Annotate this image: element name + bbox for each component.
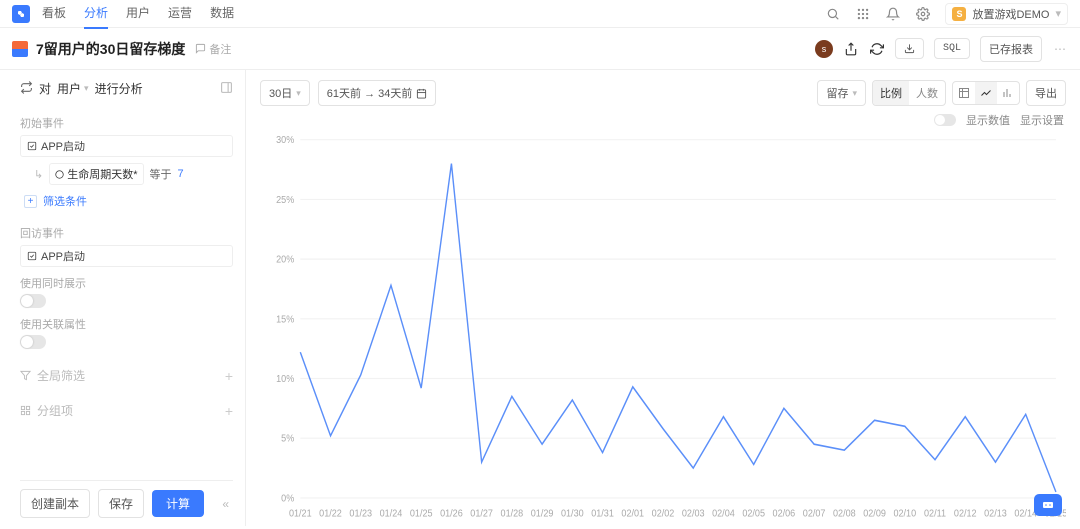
show-values-label: 显示数值 bbox=[966, 112, 1010, 128]
svg-text:01/29: 01/29 bbox=[531, 508, 554, 520]
svg-text:01/23: 01/23 bbox=[349, 508, 372, 520]
user-dropdown[interactable]: 用户▾ bbox=[57, 80, 89, 97]
svg-text:15%: 15% bbox=[276, 314, 294, 326]
svg-text:02/10: 02/10 bbox=[893, 508, 916, 520]
collapse-sidebar-icon[interactable]: « bbox=[218, 497, 233, 511]
ratio-count-segment[interactable]: 比例 人数 bbox=[872, 80, 946, 106]
saved-report-button[interactable]: 已存报表 bbox=[980, 36, 1042, 62]
chevron-down-icon: ▾ bbox=[1055, 7, 1061, 20]
svg-text:02/07: 02/07 bbox=[803, 508, 826, 520]
svg-text:02/02: 02/02 bbox=[652, 508, 675, 520]
owner-avatar[interactable]: s bbox=[815, 40, 833, 58]
svg-text:01/21: 01/21 bbox=[289, 508, 312, 520]
show-values-toggle[interactable] bbox=[934, 114, 956, 126]
svg-text:10%: 10% bbox=[276, 373, 294, 385]
save-button[interactable]: 保存 bbox=[98, 489, 144, 518]
add-filter-button[interactable]: + 筛选条件 bbox=[24, 193, 233, 209]
svg-text:02/12: 02/12 bbox=[954, 508, 977, 520]
create-copy-button[interactable]: 创建副本 bbox=[20, 489, 90, 518]
swap-icon[interactable] bbox=[20, 81, 33, 97]
calculate-button[interactable]: 计算 bbox=[152, 490, 204, 517]
svg-text:01/27: 01/27 bbox=[470, 508, 493, 520]
nav-tab-1[interactable]: 分析 bbox=[84, 0, 108, 29]
condition-field[interactable]: 生命周期天数* bbox=[49, 163, 143, 185]
analyze-prefix: 对 bbox=[39, 80, 51, 97]
app-logo[interactable] bbox=[12, 5, 30, 23]
download-button[interactable] bbox=[895, 38, 924, 59]
export-button[interactable]: 导出 bbox=[1026, 80, 1066, 106]
svg-text:01/28: 01/28 bbox=[501, 508, 524, 520]
svg-text:02/11: 02/11 bbox=[924, 508, 946, 520]
apps-icon[interactable] bbox=[855, 6, 871, 22]
initial-event-label: 初始事件 bbox=[20, 115, 233, 131]
share-icon[interactable] bbox=[843, 41, 859, 57]
svg-text:02/06: 02/06 bbox=[773, 508, 796, 520]
toggle1-label: 使用同时展示 bbox=[20, 275, 233, 291]
date-range-picker[interactable]: 61天前 → 34天前 bbox=[318, 80, 437, 106]
project-name: 放置游戏DEMO bbox=[972, 6, 1049, 22]
chart-table-icon[interactable] bbox=[953, 82, 975, 104]
period-dropdown[interactable]: 30日 ▾ bbox=[260, 80, 310, 106]
svg-text:02/01: 02/01 bbox=[621, 508, 644, 520]
svg-text:01/26: 01/26 bbox=[440, 508, 463, 520]
initial-event-pill[interactable]: APP启动 bbox=[20, 135, 233, 157]
add-global-filter-icon[interactable]: + bbox=[225, 368, 233, 384]
svg-text:01/22: 01/22 bbox=[319, 508, 342, 520]
condition-op[interactable]: 等于 bbox=[150, 166, 172, 182]
nav-tab-4[interactable]: 数据 bbox=[210, 0, 234, 29]
nav-tab-3[interactable]: 运营 bbox=[168, 0, 192, 29]
svg-text:02/04: 02/04 bbox=[712, 508, 735, 520]
nav-tab-0[interactable]: 看板 bbox=[42, 0, 66, 29]
svg-text:02/09: 02/09 bbox=[863, 508, 886, 520]
nav-tab-2[interactable]: 用户 bbox=[126, 0, 150, 29]
bell-icon[interactable] bbox=[885, 6, 901, 22]
svg-text:01/24: 01/24 bbox=[380, 508, 403, 520]
svg-text:02/03: 02/03 bbox=[682, 508, 705, 520]
retention-line-chart: 0% 5% 10% 15% 20% 25% 30% 01/21 01/22 01/23 01/24 0… bbox=[260, 128, 1066, 526]
seg-ratio[interactable]: 比例 bbox=[873, 81, 909, 105]
group-by-section[interactable]: 分组项 + bbox=[20, 402, 233, 419]
report-type-icon bbox=[12, 41, 28, 57]
svg-text:02/13: 02/13 bbox=[984, 508, 1007, 520]
note-label: 备注 bbox=[209, 41, 231, 57]
note-button[interactable]: 备注 bbox=[195, 41, 231, 57]
chart-trend-icon[interactable] bbox=[975, 82, 997, 104]
svg-text:01/25: 01/25 bbox=[410, 508, 433, 520]
svg-text:01/30: 01/30 bbox=[561, 508, 584, 520]
toggle-simultaneous[interactable] bbox=[20, 294, 46, 308]
project-badge: S bbox=[952, 7, 966, 21]
svg-text:25%: 25% bbox=[276, 194, 294, 206]
retention-dropdown[interactable]: 留存 ▾ bbox=[817, 80, 866, 106]
svg-text:02/08: 02/08 bbox=[833, 508, 856, 520]
svg-text:5%: 5% bbox=[281, 433, 294, 445]
project-selector[interactable]: S 放置游戏DEMO ▾ bbox=[945, 3, 1068, 25]
report-title: 7留用户的30日留存梯度 bbox=[36, 39, 185, 59]
return-event-label: 回访事件 bbox=[20, 225, 233, 241]
analyze-suffix: 进行分析 bbox=[95, 80, 143, 97]
return-event-pill[interactable]: APP启动 bbox=[20, 245, 233, 267]
help-fab[interactable] bbox=[1034, 494, 1062, 516]
refresh-icon[interactable] bbox=[869, 41, 885, 57]
svg-text:0%: 0% bbox=[281, 493, 294, 505]
condition-value[interactable]: 7 bbox=[178, 168, 184, 180]
toggle-related-attrs[interactable] bbox=[20, 335, 46, 349]
add-group-icon[interactable]: + bbox=[225, 403, 233, 419]
sql-button[interactable]: SQL bbox=[934, 38, 970, 59]
branch-icon: ↳ bbox=[34, 168, 43, 181]
global-filter-section[interactable]: 全局筛选 + bbox=[20, 367, 233, 384]
show-settings-button[interactable]: 显示设置 bbox=[1020, 112, 1064, 128]
plus-icon: + bbox=[24, 195, 37, 208]
chart-distribution-icon[interactable] bbox=[997, 82, 1019, 104]
svg-text:30%: 30% bbox=[276, 135, 294, 147]
svg-text:02/05: 02/05 bbox=[742, 508, 765, 520]
gear-icon[interactable] bbox=[915, 6, 931, 22]
panel-toggle-icon[interactable] bbox=[220, 81, 233, 97]
search-icon[interactable] bbox=[825, 6, 841, 22]
seg-count[interactable]: 人数 bbox=[909, 81, 945, 105]
chart-type-segment[interactable] bbox=[952, 81, 1020, 105]
svg-text:20%: 20% bbox=[276, 254, 294, 266]
more-icon[interactable]: ⋯ bbox=[1052, 41, 1068, 57]
toggle2-label: 使用关联属性 bbox=[20, 316, 233, 332]
svg-text:01/31: 01/31 bbox=[591, 508, 614, 520]
